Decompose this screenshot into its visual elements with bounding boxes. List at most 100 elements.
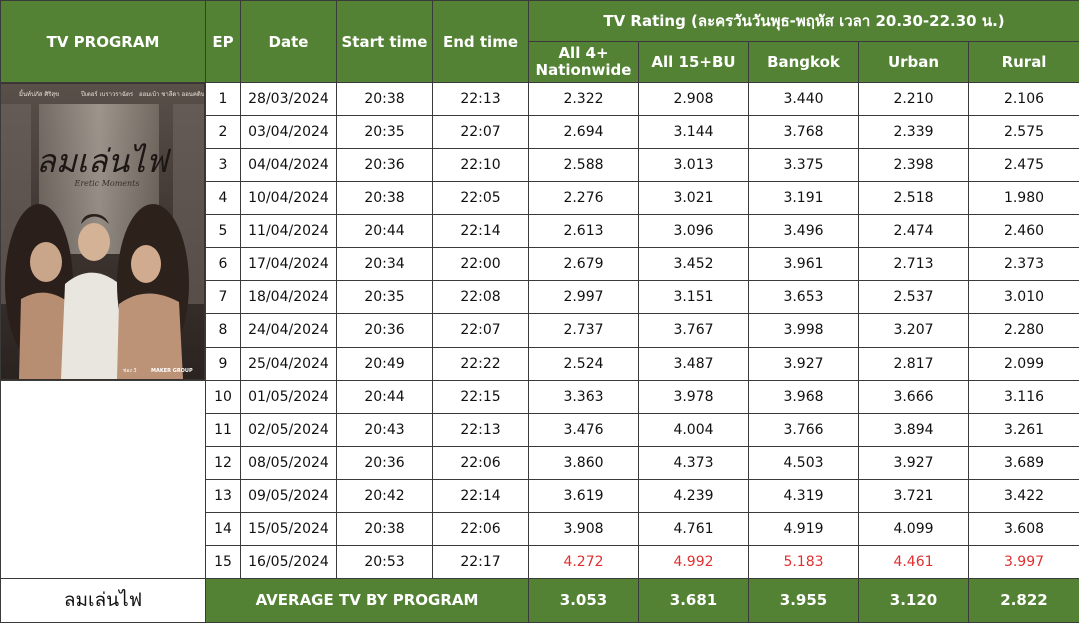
table-row: 4 10/04/2024 20:38 22:05 2.276 3.021 3.191 2.51… (1, 181, 1079, 216)
cell-date: 15/05/2024 (240, 511, 337, 546)
cell-start-time: 20:49 (336, 346, 433, 381)
footer-program-name: ลมเล่นไฟ (0, 577, 206, 623)
table-row: 7 18/04/2024 20:35 22:08 2.997 3.151 3.653 2.53… (1, 280, 1079, 315)
cell-urban: 2.339 (858, 115, 969, 150)
cell-ep: 5 (205, 214, 241, 249)
poster-logo: MAKER GROUP (151, 368, 193, 374)
footer-avg-all4: 3.053 (528, 577, 639, 623)
cell-urban: 3.207 (858, 313, 969, 348)
table-row: 2 03/04/2024 20:35 22:07 2.694 3.144 3.768 2.33… (1, 115, 1079, 150)
header-tv-rating: TV Rating (ละครวันวันพุธ-พฤหัส เวลา 20.3… (527, 0, 1079, 43)
cell-all4: 2.997 (528, 280, 639, 315)
cell-ep: 6 (205, 247, 241, 282)
cell-end-time: 22:06 (432, 445, 529, 480)
cell-rural: 2.475 (967, 148, 1079, 183)
header-ep: EP (205, 0, 241, 84)
cell-start-time: 20:44 (336, 214, 433, 249)
cell-ep: 1 (205, 82, 241, 117)
header-end-time: End time (432, 0, 529, 84)
cell-date: 01/05/2024 (240, 379, 337, 414)
cell-bangkok: 3.653 (748, 280, 859, 315)
cell-all4: 2.588 (528, 148, 639, 183)
cell-date: 17/04/2024 (240, 247, 337, 282)
cell-date: 24/04/2024 (240, 313, 337, 348)
table-row: มิ้นท์ปภัส ศิริสุข ปีเตอร์ เบราวราฉัตร ออม… (0, 82, 1079, 381)
cell-bangkok: 3.968 (748, 379, 859, 414)
average-row: ลมเล่นไฟ AVERAGE TV BY PROGRAM 3.053 3.681 3… (0, 577, 1079, 623)
poster-title-thai: ลมเล่นไฟ (36, 142, 171, 180)
header-bangkok: Bangkok (748, 41, 859, 84)
cell-end-time: 22:08 (432, 280, 529, 315)
poster-channel: ช่อง 3 (123, 368, 137, 374)
table-row: 5 11/04/2024 20:44 22:14 2.613 3.096 3.496 2.47… (1, 214, 1079, 249)
cell-urban: 2.474 (858, 214, 969, 249)
cell-start-time: 20:35 (336, 280, 433, 315)
table-row: 11 02/05/2024 20:43 22:13 3.476 4.004 3.766 3.8… (1, 412, 1079, 447)
cell-bangkok: 3.191 (748, 181, 859, 216)
program-poster-cell: มิ้นท์ปภัส ศิริสุข ปีเตอร์ เบราวราฉัตร ออม… (0, 82, 206, 381)
cell-all15: 3.452 (638, 247, 749, 282)
header-row-2: All 4+ Nationwide All 15+BU Bangkok Urba… (1, 41, 1079, 84)
cell-bangkok: 3.768 (748, 115, 859, 150)
cell-start-time: 20:38 (336, 181, 433, 216)
cell-end-time: 22:07 (432, 115, 529, 150)
cell-all4: 3.476 (528, 412, 639, 447)
cell-start-time: 20:53 (336, 544, 433, 579)
table-row: 12 08/05/2024 20:36 22:06 3.860 4.373 4.503 3.9… (1, 445, 1079, 480)
cell-date: 10/04/2024 (240, 181, 337, 216)
cell-date: 03/04/2024 (240, 115, 337, 150)
cell-end-time: 22:07 (432, 313, 529, 348)
program-poster-image: มิ้นท์ปภัส ศิริสุข ปีเตอร์ เบราวราฉัตร ออม… (1, 83, 204, 379)
table-row: 14 15/05/2024 20:38 22:06 3.908 4.761 4.919 4.0… (1, 511, 1079, 546)
cell-end-time: 22:14 (432, 478, 529, 513)
header-all4-line1: All 4+ (558, 44, 609, 63)
cell-date: 11/04/2024 (240, 214, 337, 249)
cell-ep: 3 (205, 148, 241, 183)
cell-all15: 3.096 (638, 214, 749, 249)
footer-avg-urban: 3.120 (858, 577, 969, 623)
cell-rural: 3.689 (967, 445, 1079, 480)
cell-date: 18/04/2024 (240, 280, 337, 315)
header-urban: Urban (858, 41, 969, 84)
cell-rural: 3.608 (967, 511, 1079, 546)
cell-ep: 14 (205, 511, 241, 546)
cell-ep: 10 (205, 379, 241, 414)
cell-all15: 4.004 (638, 412, 749, 447)
cell-all4: 2.322 (528, 82, 639, 117)
cell-all4: 4.272 (528, 544, 639, 579)
cell-bangkok: 3.766 (748, 412, 859, 447)
cell-bangkok: 3.375 (748, 148, 859, 183)
cell-bangkok: 4.919 (748, 511, 859, 546)
cell-end-time: 22:05 (432, 181, 529, 216)
cell-all4: 2.737 (528, 313, 639, 348)
cell-all4: 3.908 (528, 511, 639, 546)
cell-end-time: 22:13 (432, 82, 529, 117)
cell-end-time: 22:13 (432, 412, 529, 447)
cell-bangkok: 3.496 (748, 214, 859, 249)
cell-urban: 3.894 (858, 412, 969, 447)
cell-rural: 2.106 (967, 82, 1079, 117)
cell-end-time: 22:15 (432, 379, 529, 414)
cell-urban: 2.817 (858, 346, 969, 381)
cell-urban: 2.210 (858, 82, 969, 117)
cell-rural: 3.997 (967, 544, 1079, 579)
cell-rural: 1.980 (967, 181, 1079, 216)
cell-ep: 4 (205, 181, 241, 216)
cell-end-time: 22:22 (432, 346, 529, 381)
cell-rural: 3.116 (967, 379, 1079, 414)
cell-bangkok: 3.440 (748, 82, 859, 117)
cell-ep: 8 (205, 313, 241, 348)
poster-title-en: Eretic Moments (74, 179, 140, 188)
cell-bangkok: 4.503 (748, 445, 859, 480)
cell-all15: 2.908 (638, 82, 749, 117)
cell-start-time: 20:44 (336, 379, 433, 414)
cell-bangkok: 5.183 (748, 544, 859, 579)
header-date: Date (240, 0, 337, 84)
cell-rural: 2.373 (967, 247, 1079, 282)
cell-all15: 3.021 (638, 181, 749, 216)
cell-urban: 4.461 (858, 544, 969, 579)
header-rural: Rural (967, 41, 1079, 84)
cell-start-time: 20:36 (336, 313, 433, 348)
cell-all4: 2.524 (528, 346, 639, 381)
